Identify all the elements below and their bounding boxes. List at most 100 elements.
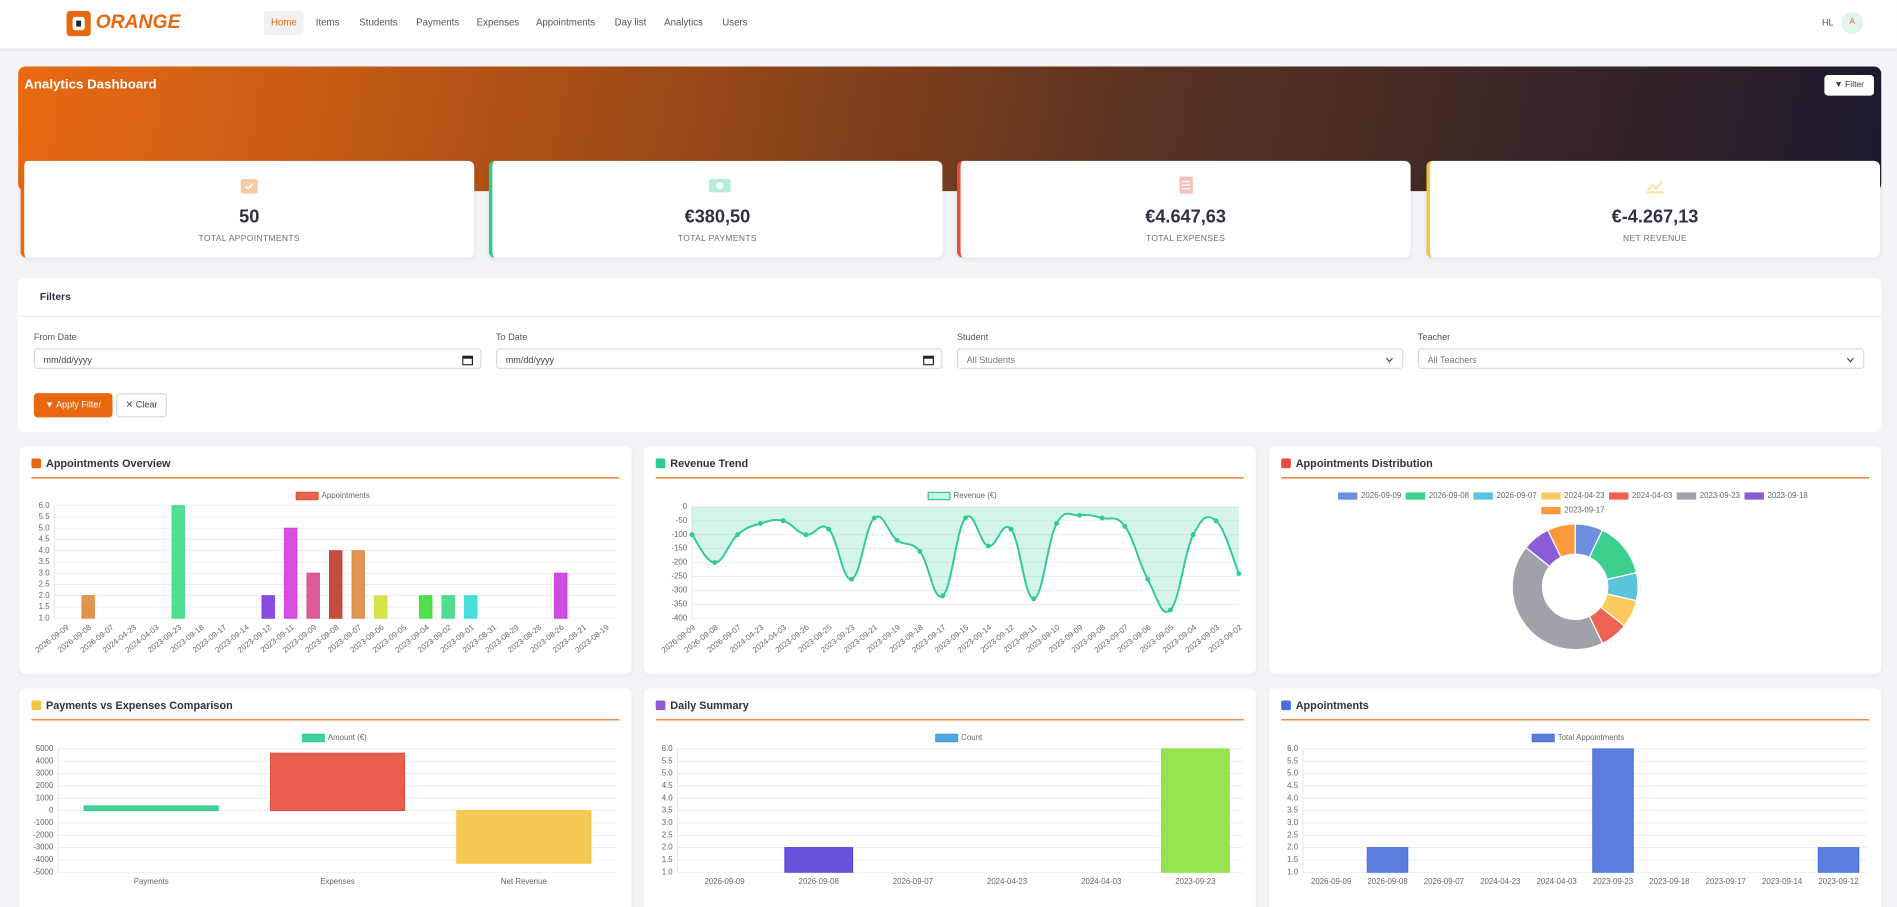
y-tick-label: 6.0 <box>1287 744 1299 753</box>
clear-button[interactable]: ✕ Clear <box>116 393 167 418</box>
y-tick-label: 4000 <box>36 756 54 765</box>
point <box>1236 571 1242 577</box>
bar <box>419 595 433 619</box>
nav-item[interactable]: Appointments <box>535 16 596 28</box>
stat-icon <box>240 179 258 194</box>
chart: Appointments Distribution 2026-09-09 2026-… <box>1281 458 1870 651</box>
x-tick-label: 2026-09-08 <box>799 877 840 886</box>
input-text: All Teachers <box>1427 354 1477 366</box>
x-tick-label: 2023-09-17 <box>1706 877 1746 886</box>
doughnut-slice <box>1511 546 1604 651</box>
filter-button[interactable]: ▼ Filter <box>1824 75 1874 96</box>
bar <box>284 527 298 619</box>
x-tick-label: Expenses <box>320 877 355 886</box>
select[interactable]: All Students <box>956 348 1404 369</box>
brand: ORANGE <box>96 11 182 33</box>
nav-item[interactable]: Analytics <box>664 16 703 28</box>
y-tick-label: 0 <box>683 502 688 511</box>
stat-label: TOTAL PAYMENTS <box>677 234 757 244</box>
nav-item[interactable]: Students <box>359 16 398 28</box>
y-tick-label: 3.5 <box>662 806 674 815</box>
point <box>1076 512 1082 518</box>
bar <box>456 810 592 864</box>
legend-swatch <box>1676 492 1697 500</box>
area <box>692 506 1239 612</box>
stat-label: NET REVENUE <box>1622 234 1688 244</box>
y-tick-label: -200 <box>671 558 687 567</box>
bar <box>171 505 185 619</box>
y-tick-label: -150 <box>671 544 687 553</box>
chart-card: Appointments Overview Appointments 1.0 1.5 2… <box>19 446 632 674</box>
apply-button[interactable]: ▼ Apply Filter <box>33 393 113 418</box>
field-label: To Date <box>496 331 528 343</box>
y-tick-label: -350 <box>671 599 687 608</box>
legend-swatch <box>1541 492 1561 500</box>
x-tick-label: 2023-09-23 <box>1593 877 1634 886</box>
y-tick-label: -100 <box>671 530 687 539</box>
date-input[interactable]: mm/dd/yyyy <box>33 348 482 369</box>
legend-label: Appointments <box>322 491 370 500</box>
stat-value: €380,50 <box>684 206 751 228</box>
nav-item[interactable]: Home <box>263 10 305 36</box>
stat-label: TOTAL EXPENSES <box>1145 234 1226 244</box>
y-tick-label: 1.5 <box>662 855 674 864</box>
user-name[interactable]: HL <box>1821 16 1834 28</box>
y-tick-label: -5000 <box>33 867 54 876</box>
legend-swatch <box>1541 506 1561 515</box>
legend-swatch <box>295 491 319 501</box>
nav-item[interactable]: Expenses <box>476 16 520 28</box>
avatar[interactable]: A <box>1841 12 1864 34</box>
y-tick-label: 1.0 <box>39 613 51 622</box>
stat-card: €-4.267,13 NET REVENUE <box>1426 160 1881 258</box>
input-text: mm/dd/yyyy <box>505 354 555 366</box>
x-tick-label: 2024-04-23 <box>987 877 1028 886</box>
y-tick-label: 1.5 <box>1287 855 1299 864</box>
legend-label: Amount (€) <box>328 733 367 742</box>
bar <box>269 752 406 812</box>
chart-card: Payments vs Expenses Comparison Amount (€… <box>19 688 632 907</box>
point <box>1122 523 1128 529</box>
y-tick-label: 3.5 <box>1287 806 1299 815</box>
y-tick-label: 4.5 <box>662 781 674 790</box>
stat-icon <box>708 179 731 193</box>
y-tick-label: -1000 <box>33 818 54 827</box>
y-tick-label: -400 <box>671 613 687 622</box>
nav-item[interactable]: Items <box>315 16 340 28</box>
y-tick-label: 1.5 <box>39 602 51 611</box>
legend-label: 2023-09-18 <box>1768 491 1809 500</box>
chart: Daily Summary Count 1.0 1.5 2.0 2.5 3.0 3.5 4.0 4… <box>655 700 1244 886</box>
legend-swatch <box>1338 492 1358 500</box>
x-tick-label: 2023-09-18 <box>1649 877 1690 886</box>
point <box>1168 607 1173 613</box>
nav-item[interactable]: Day list <box>614 16 647 28</box>
y-tick-label: 5.5 <box>39 512 51 521</box>
logo[interactable]: ORANGE <box>66 10 198 37</box>
y-tick-label: 2.0 <box>1287 843 1299 852</box>
nav-item[interactable]: Users <box>722 16 748 28</box>
input-text: All Students <box>966 354 1016 366</box>
legend-label: Revenue (€) <box>954 491 998 500</box>
y-tick-label: 3.0 <box>1287 818 1299 827</box>
bar <box>1161 748 1230 873</box>
point <box>963 515 968 521</box>
x-tick-label: 2026-09-07 <box>1424 877 1464 886</box>
nav-item[interactable]: Payments <box>416 16 460 28</box>
legend-label: 2026-09-08 <box>1429 491 1470 500</box>
y-tick-label: 4.5 <box>1287 781 1299 790</box>
stat-icon <box>1646 180 1664 194</box>
bar <box>441 595 455 619</box>
legend-swatch <box>1473 492 1493 500</box>
y-tick-label: 5000 <box>36 744 54 753</box>
y-tick-label: 1.0 <box>1287 867 1299 876</box>
x-tick-label: 2023-09-12 <box>1818 877 1858 886</box>
navbar: ORANGE Home Items Students Payments Expe… <box>0 0 1897 49</box>
filter-title: Filters <box>39 290 71 303</box>
legend-swatch <box>1744 492 1764 500</box>
point <box>849 576 854 582</box>
legend-label: 2024-04-23 <box>1564 491 1605 500</box>
select[interactable]: All Teachers <box>1417 348 1865 369</box>
x-tick-label: 2023-09-23 <box>1175 877 1216 886</box>
date-input[interactable]: mm/dd/yyyy <box>496 348 943 369</box>
point <box>1031 596 1037 602</box>
y-tick-label: 5.5 <box>662 756 674 765</box>
